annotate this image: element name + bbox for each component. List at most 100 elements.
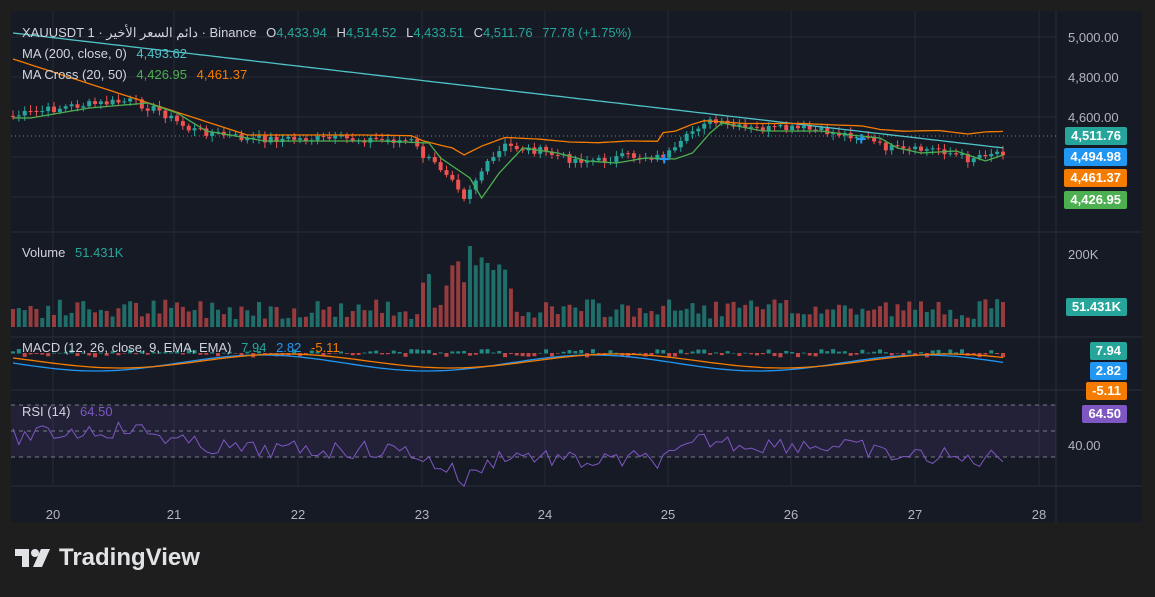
macd-histogram-bar	[93, 353, 98, 358]
candle-body	[251, 137, 256, 139]
volume-bar	[538, 312, 543, 327]
volume-bar	[983, 299, 988, 327]
macd-histogram-bar	[930, 350, 935, 354]
volume-bar	[889, 316, 894, 327]
rsi-tick: 40.00	[1068, 438, 1101, 453]
candle-body	[965, 153, 970, 163]
volume-bar	[790, 313, 795, 327]
candle-body	[801, 125, 806, 129]
volume-bar	[626, 305, 631, 327]
macd-histogram-bar	[614, 352, 619, 354]
macd-histogram-bar	[350, 353, 355, 356]
volume-bar	[333, 316, 338, 327]
volume-bar	[672, 310, 677, 327]
volume-bar	[233, 318, 238, 327]
candle-body	[438, 162, 443, 171]
volume-bar	[731, 301, 736, 327]
change-value: 77.78 (+1.75%)	[542, 25, 632, 40]
macd-histogram-bar	[936, 349, 941, 354]
macd-histogram-bar	[672, 353, 677, 357]
chart-canvas[interactable]: ++	[11, 11, 1142, 522]
macd-value-line: 2.82	[276, 340, 302, 355]
macd-histogram-bar	[690, 351, 695, 354]
volume-bar	[784, 299, 789, 327]
candle-body	[344, 135, 349, 139]
volume-bar	[585, 299, 590, 327]
candle-body	[995, 151, 1000, 154]
volume-bar	[192, 310, 197, 327]
candle-body	[16, 115, 21, 117]
volume-bar	[954, 318, 959, 327]
volume-bar	[801, 314, 806, 327]
candle-body	[1001, 151, 1005, 156]
macd-histogram-bar	[52, 352, 57, 354]
candle-body	[298, 138, 303, 140]
candle-body	[807, 125, 812, 130]
macd-histogram-bar	[46, 353, 51, 357]
volume-bar	[579, 311, 584, 327]
candle-body	[110, 99, 115, 105]
candle-body	[456, 179, 461, 190]
volume-bar	[151, 300, 156, 327]
candle-body	[81, 106, 86, 108]
tradingview-logo[interactable]: TradingView	[15, 544, 200, 572]
macd-legend[interactable]: MACD (12, 26, close, 9, EMA, EMA) 7.94 2…	[22, 340, 346, 355]
macd-histogram-bar	[854, 353, 859, 355]
candle-body	[333, 135, 338, 139]
macd-histogram-bar	[87, 353, 92, 356]
candle-body	[754, 126, 759, 128]
candle-body	[40, 111, 45, 113]
volume-bar	[526, 312, 531, 327]
volume-bar	[221, 314, 226, 327]
macd-histogram-bar	[532, 353, 537, 357]
macd-histogram-bar	[151, 352, 156, 354]
macd-histogram-bar	[877, 349, 882, 354]
macd-value-hist: 7.94	[241, 340, 267, 355]
macd-histogram-bar	[561, 351, 566, 354]
macd-histogram-bar	[227, 351, 232, 354]
macd-histogram-bar	[836, 351, 841, 354]
volume-bar	[98, 309, 103, 327]
volume-bar	[444, 285, 449, 327]
candle-body	[93, 101, 98, 104]
ma200-legend[interactable]: MA (200, close, 0) 4,493.62	[22, 46, 193, 61]
macross-legend[interactable]: MA Cross (20, 50) 4,426.95 4,461.37	[22, 67, 253, 82]
candle-body	[813, 129, 818, 131]
volume-bar	[432, 307, 437, 327]
candle-body	[971, 158, 976, 163]
candle-body	[954, 153, 959, 155]
volume-bar	[128, 301, 133, 327]
rsi-label: RSI (14)	[22, 404, 71, 419]
candle-body	[596, 158, 601, 161]
macd-histogram-bar	[514, 353, 519, 356]
candle-body	[274, 136, 279, 143]
volume-bar	[661, 305, 666, 327]
volume-bar	[57, 299, 62, 327]
volume-bar	[690, 303, 695, 327]
date-tick: 22	[290, 507, 306, 522]
candle-body	[983, 154, 988, 157]
macd-histogram-bar	[333, 353, 338, 354]
ma200-line	[12, 32, 1004, 149]
macd-histogram-bar	[807, 353, 812, 356]
macd-histogram-bar	[344, 353, 349, 354]
macd-histogram-bar	[63, 351, 68, 354]
rsi-legend[interactable]: RSI (14) 64.50	[22, 404, 119, 419]
chart-panel[interactable]: + + XAUUSDT 1 · دائم السعر الأخير · Binan…	[11, 11, 1142, 522]
volume-bar	[942, 314, 947, 327]
candle-body	[339, 135, 344, 137]
volume-bar	[520, 316, 525, 327]
volume-bar	[22, 310, 27, 327]
volume-tick: 200K	[1068, 247, 1099, 262]
volume-bar	[848, 308, 853, 327]
macd-histogram-bar	[40, 353, 45, 355]
candle-body	[602, 158, 607, 163]
candle-body	[485, 160, 490, 172]
volume-legend[interactable]: Volume 51.431K	[22, 245, 129, 260]
candle-body	[303, 138, 308, 142]
volume-bar	[503, 269, 508, 327]
macd-histogram-bar	[725, 351, 730, 354]
macd-histogram-bar	[438, 352, 443, 354]
candle-body	[128, 98, 133, 102]
last-price-tag: 4,511.76	[1065, 127, 1127, 145]
